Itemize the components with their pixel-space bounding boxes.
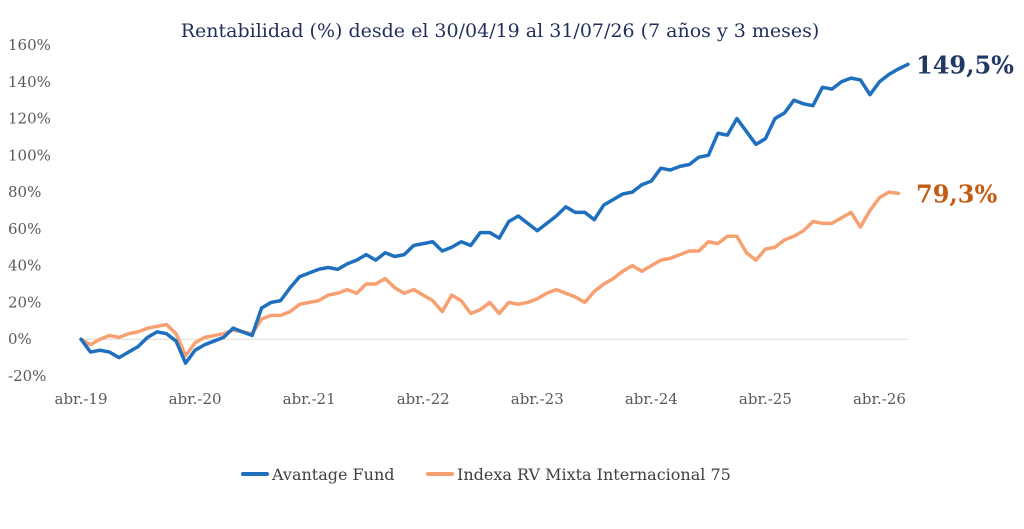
series-line-indexa-rv-mixta bbox=[79, 190, 901, 358]
y-tick-label: 40% bbox=[8, 257, 41, 275]
x-tick-label: abr.-25 bbox=[739, 390, 792, 408]
legend: Avantage Fund Indexa RV Mixta Internacion… bbox=[241, 465, 731, 484]
y-tick-label: 100% bbox=[8, 146, 51, 164]
x-tick-label: abr.-26 bbox=[853, 390, 906, 408]
x-tick-label: abr.-21 bbox=[283, 390, 336, 408]
legend-label: Avantage Fund bbox=[271, 465, 395, 484]
series-line-avantage-fund bbox=[79, 62, 910, 365]
x-tick-label: abr.-20 bbox=[169, 390, 222, 408]
x-tick-label: abr.-19 bbox=[55, 390, 108, 408]
x-tick-label: abr.-23 bbox=[511, 390, 564, 408]
y-tick-label: 140% bbox=[8, 73, 51, 91]
end-value-label: 79,3% bbox=[916, 179, 997, 208]
end-labels: 149,5% 79,3% bbox=[916, 50, 1014, 208]
y-tick-label: 120% bbox=[8, 110, 51, 128]
x-tick-label: abr.-22 bbox=[397, 390, 450, 408]
series-layer bbox=[79, 62, 910, 365]
y-tick-label: 80% bbox=[8, 183, 41, 201]
y-tick-label: 0% bbox=[8, 330, 32, 348]
chart-title: Rentabilidad (%) desde el 30/04/19 al 31… bbox=[181, 20, 820, 42]
x-tick-label: abr.-24 bbox=[625, 390, 678, 408]
y-tick-label: 60% bbox=[8, 220, 41, 238]
y-tick-label: 20% bbox=[8, 293, 41, 311]
end-value-label: 149,5% bbox=[916, 50, 1014, 79]
y-tick-label: 160% bbox=[8, 36, 51, 54]
y-axis: -20% 0% 20% 40% 60% 80% 100% 120% 140% 160% bbox=[8, 36, 908, 385]
y-tick-label: -20% bbox=[8, 367, 46, 385]
legend-label: Indexa RV Mixta Internacional 75 bbox=[457, 465, 731, 484]
x-axis: abr.-19 abr.-20 abr.-21 abr.-22 abr.-23 abr.-… bbox=[55, 390, 906, 408]
